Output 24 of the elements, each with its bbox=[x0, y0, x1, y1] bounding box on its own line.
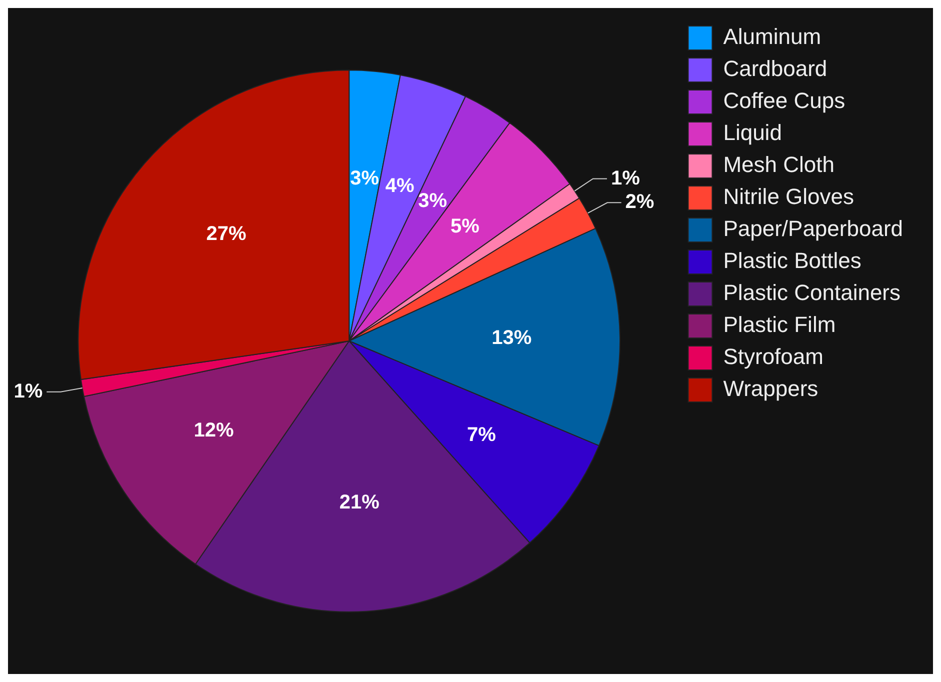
data-label: 2% bbox=[625, 191, 654, 214]
data-label: 1% bbox=[610, 167, 640, 190]
legend-label: Nitrile Gloves bbox=[723, 184, 854, 210]
legend-label: Styrofoam bbox=[723, 344, 824, 370]
legend-label: Coffee Cups bbox=[723, 88, 846, 114]
legend-label: Plastic Film bbox=[723, 312, 836, 338]
data-label: 1% bbox=[14, 380, 43, 402]
data-label: 7% bbox=[467, 424, 496, 446]
data-label: 27% bbox=[206, 223, 246, 246]
legend-label: Mesh Cloth bbox=[723, 152, 834, 178]
data-label: 4% bbox=[385, 175, 414, 198]
data-label: 21% bbox=[339, 492, 380, 514]
legend-label: Wrappers bbox=[723, 376, 818, 402]
legend-label: Plastic Containers bbox=[723, 280, 901, 306]
data-label: 3% bbox=[350, 168, 380, 190]
data-label: 3% bbox=[418, 190, 448, 212]
data-label: 5% bbox=[450, 216, 480, 238]
legend-label: Cardboard bbox=[723, 56, 828, 82]
legend-label: Aluminum bbox=[723, 24, 822, 50]
legend-label: Liquid bbox=[723, 120, 782, 146]
data-label: 12% bbox=[194, 420, 234, 442]
data-label: 13% bbox=[492, 326, 532, 349]
legend-label: Paper/Paperboard bbox=[723, 216, 904, 242]
legend-label: Plastic Bottles bbox=[723, 248, 862, 274]
